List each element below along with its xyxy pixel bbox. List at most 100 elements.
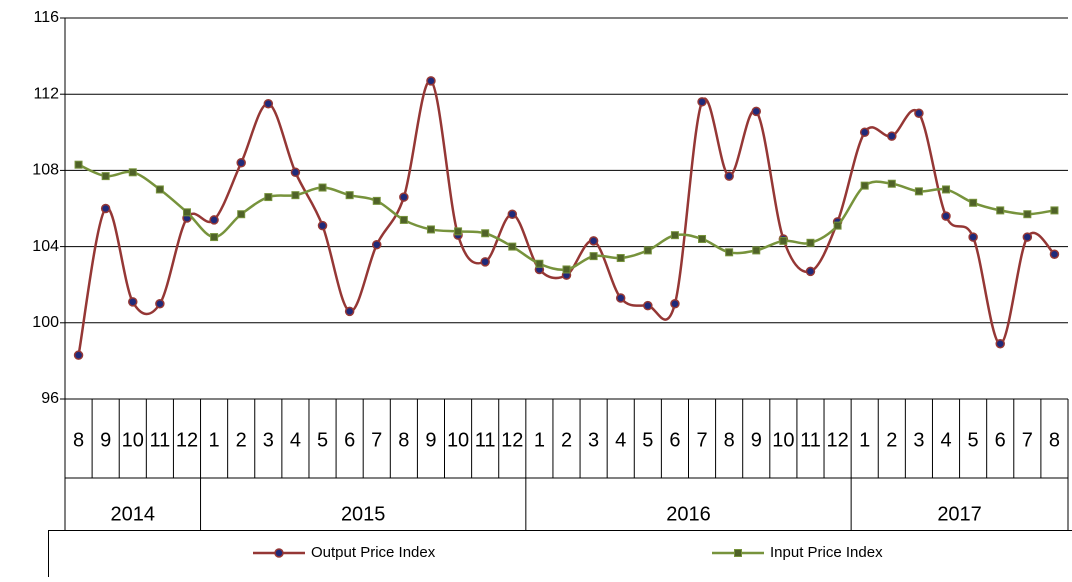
point	[210, 216, 218, 224]
point	[617, 294, 625, 302]
x-tick-label: 8	[73, 429, 84, 451]
point	[102, 173, 109, 180]
point	[291, 168, 299, 176]
legend-label: Output Price Index	[311, 544, 436, 561]
point	[481, 258, 489, 266]
x-tick-label: 9	[425, 429, 436, 451]
legend-label: Input Price Index	[770, 544, 883, 561]
point	[698, 98, 706, 106]
point	[699, 235, 706, 242]
point	[671, 232, 678, 239]
x-tick-label: 6	[669, 429, 680, 451]
legend-box	[49, 531, 1072, 578]
point	[590, 253, 597, 260]
x-tick-label: 7	[1022, 429, 1033, 451]
point	[1024, 211, 1031, 218]
point	[400, 193, 408, 201]
x-group-label: 2014	[111, 503, 156, 525]
x-group-label: 2017	[937, 503, 982, 525]
x-tick-label: 10	[122, 429, 144, 451]
x-tick-label: 4	[615, 429, 626, 451]
point	[264, 100, 272, 108]
point	[129, 169, 136, 176]
point	[753, 247, 760, 254]
point	[455, 228, 462, 235]
point	[102, 205, 110, 213]
x-tick-label: 6	[995, 429, 1006, 451]
x-group-label: 2016	[666, 503, 711, 525]
point	[265, 194, 272, 201]
point	[915, 188, 922, 195]
point	[373, 241, 381, 249]
point	[373, 197, 380, 204]
point	[75, 161, 82, 168]
x-tick-label: 11	[475, 429, 496, 451]
point	[888, 180, 895, 187]
point	[943, 186, 950, 193]
x-tick-label: 2	[561, 429, 572, 451]
point	[942, 212, 950, 220]
point	[726, 249, 733, 256]
x-tick-label: 3	[588, 429, 599, 451]
point	[156, 186, 163, 193]
x-tick-label: 7	[696, 429, 707, 451]
x-tick-label: 9	[100, 429, 111, 451]
point	[400, 216, 407, 223]
x-tick-label: 5	[642, 429, 653, 451]
series-line	[79, 165, 1055, 270]
point	[735, 550, 742, 557]
x-tick-label: 1	[209, 429, 220, 451]
point	[183, 209, 190, 216]
x-group-label: 2015	[341, 503, 386, 525]
x-tick-label: 7	[371, 429, 382, 451]
point	[1050, 250, 1058, 258]
point	[211, 234, 218, 241]
y-tick-label: 96	[41, 390, 59, 407]
point	[861, 128, 869, 136]
y-tick-label: 108	[32, 162, 59, 179]
point	[427, 77, 435, 85]
point	[1051, 207, 1058, 214]
point	[509, 243, 516, 250]
point	[590, 237, 598, 245]
point	[427, 226, 434, 233]
point	[129, 298, 137, 306]
point	[238, 211, 245, 218]
y-tick-label: 112	[33, 85, 59, 102]
x-tick-label: 10	[772, 429, 794, 451]
x-tick-label: 3	[263, 429, 274, 451]
series-line	[79, 81, 1055, 356]
point	[888, 132, 896, 140]
point	[752, 107, 760, 115]
x-tick-label: 12	[176, 429, 198, 451]
x-tick-label: 2	[886, 429, 897, 451]
x-tick-label: 4	[290, 429, 301, 451]
x-tick-label: 11	[149, 429, 170, 451]
point	[292, 192, 299, 199]
point	[319, 222, 327, 230]
point	[671, 300, 679, 308]
y-tick-label: 104	[32, 238, 59, 255]
x-tick-label: 3	[913, 429, 924, 451]
point	[617, 255, 624, 262]
y-tick-label: 100	[32, 314, 59, 331]
point	[275, 549, 283, 557]
x-tick-label: 4	[940, 429, 951, 451]
point	[834, 222, 841, 229]
x-tick-label: 12	[826, 429, 848, 451]
point	[644, 247, 651, 254]
point	[780, 237, 787, 244]
x-tick-label: 5	[317, 429, 328, 451]
x-tick-label: 11	[800, 429, 821, 451]
x-tick-label: 8	[398, 429, 409, 451]
point	[563, 266, 570, 273]
x-tick-label: 1	[859, 429, 870, 451]
x-tick-label: 5	[968, 429, 979, 451]
point	[861, 182, 868, 189]
point	[319, 184, 326, 191]
point	[807, 239, 814, 246]
x-tick-label: 10	[447, 429, 469, 451]
x-tick-label: 8	[724, 429, 735, 451]
point	[969, 233, 977, 241]
